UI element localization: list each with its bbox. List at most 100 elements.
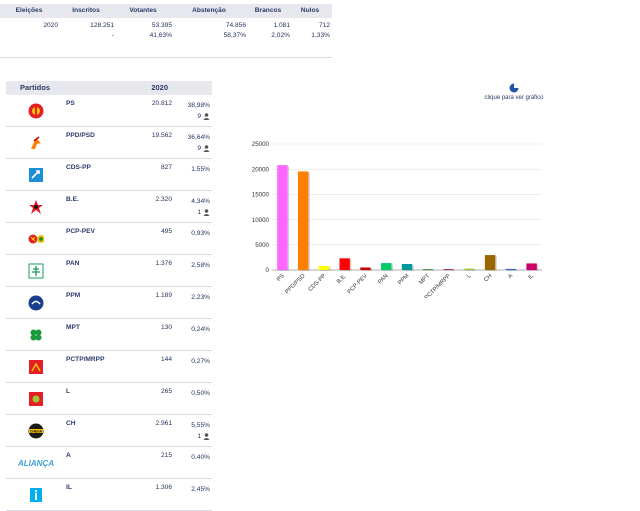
svg-text:CHEGA: CHEGA (30, 429, 43, 433)
il-logo-icon (30, 487, 42, 502)
x-tick-label: PPM (397, 273, 410, 286)
party-votes: 19.562 (151, 132, 172, 139)
bar-shadow (465, 269, 476, 271)
party-logo (6, 351, 66, 382)
be-logo-icon (29, 199, 43, 214)
party-name: A (66, 452, 71, 459)
header-brancos: Brancos (254, 7, 282, 14)
x-tick-label: CH (483, 273, 493, 283)
y-tick-label: 10000 (252, 217, 270, 224)
party-name: PCP-PEV (66, 228, 95, 235)
party-name: PS (66, 100, 75, 107)
header-inscritos: Inscritos (72, 7, 100, 14)
y-tick-label: 25000 (252, 141, 270, 148)
party-logo (6, 191, 66, 222)
party-name: PCTP/MRPP (66, 356, 105, 363)
seats: 9 (172, 143, 210, 154)
party-logo (6, 319, 66, 350)
bar-11 (505, 268, 517, 270)
chega-logo-icon: CHEGA (28, 423, 44, 438)
x-tick-label: PCP-PEV (347, 273, 369, 295)
party-rows: PS 20.812 38,98% 9 PPD/PSD 19.562 36,64% 9… (6, 95, 212, 511)
party-pct: 1,55% (191, 166, 210, 173)
header-partidos: Partidos (20, 83, 51, 92)
party-row: PAN 1.376 2,58% (6, 255, 212, 287)
bar-0 (277, 165, 288, 270)
party-pct: 38,98% 9 (172, 95, 210, 122)
ppm-logo-icon (28, 295, 44, 310)
header-votantes: Votantes (129, 7, 157, 14)
party-pct: 36,64% 9 (172, 127, 210, 154)
party-pct: 2,23% (191, 294, 210, 301)
person-icon (203, 433, 210, 440)
svg-text:ALIANÇA: ALIANÇA (17, 459, 54, 468)
party-logo (6, 255, 66, 286)
header-abstencao: Abstenção (192, 7, 226, 14)
header-nulos: Nulos (300, 7, 320, 14)
party-row: ALIANÇA A 215 0,40% (6, 447, 212, 479)
party-row: L 265 0,50% (6, 383, 212, 415)
bar-3 (339, 258, 350, 270)
parties-header: Partidos 2020 (6, 81, 212, 95)
party-logo (6, 127, 66, 158)
party-votes: 2.961 (155, 420, 172, 427)
party-row: PCTP/MRPP 144 0,27% (6, 351, 212, 383)
pctp-logo-icon (29, 359, 43, 374)
party-votes: 2.320 (155, 196, 172, 203)
x-tick-label: L (466, 273, 473, 280)
party-row: IL 1.306 2,45% (6, 479, 212, 511)
chart-link-label[interactable]: clique para ver gráfico (484, 95, 544, 101)
bar-6 (401, 264, 413, 270)
bar-shadow (507, 269, 518, 271)
x-tick-label: PAN (377, 273, 389, 285)
livre-logo-icon (29, 391, 43, 406)
party-row: PCP-PEV 495 0,93% (6, 223, 212, 255)
y-tick-label: 0 (266, 267, 270, 274)
party-name: MPT (66, 324, 80, 331)
party-logo (6, 287, 66, 318)
summary-year: 2020 (43, 22, 58, 29)
pie-chart-icon[interactable] (509, 83, 519, 93)
bar-12 (526, 263, 537, 270)
party-name: PPD/PSD (66, 132, 95, 139)
y-tick-label: 15000 (252, 192, 270, 199)
party-row: PS 20.812 38,98% 9 (6, 95, 212, 127)
party-pct: 2,45% (191, 486, 210, 493)
chart-link[interactable]: clique para ver gráfico (474, 83, 554, 101)
person-icon (203, 209, 210, 216)
seats: 1 (172, 431, 210, 442)
summary-votantes: 53.395 41,63% (149, 22, 172, 39)
y-tick-label: 5000 (255, 242, 269, 249)
party-pct: 2,58% (191, 262, 210, 269)
bar-9 (464, 268, 475, 270)
pcp-pev-logo-icon (28, 234, 44, 243)
party-logo (6, 223, 66, 254)
party-votes: 215 (160, 452, 172, 459)
party-logo (6, 95, 66, 126)
pan-logo-icon (28, 263, 44, 278)
party-row: CDS-PP 827 1,55% (6, 159, 212, 191)
party-pct: 0,50% (191, 390, 210, 397)
party-votes: 265 (160, 388, 172, 395)
party-row: PPD/PSD 19.562 36,64% 9 (6, 127, 212, 159)
bar-5 (381, 263, 392, 270)
x-tick-label: A (507, 273, 514, 280)
summary-row: 2020 128.251- 53.395 41,63% 74.856 58,37% … (0, 18, 332, 58)
x-tick-label: PPD/PSD (284, 273, 306, 295)
bar-1 (297, 171, 309, 270)
person-icon (203, 145, 210, 152)
bar-2 (318, 265, 330, 270)
party-votes: 20.812 (151, 100, 172, 107)
psd-logo-icon (31, 135, 41, 149)
party-name: L (66, 388, 71, 395)
bar-4 (360, 267, 371, 270)
x-tick-label: IL (527, 273, 535, 281)
parties-table: Partidos 2020 PS 20.812 38,98% 9 PPD/PSD … (6, 81, 212, 511)
party-name: CH (66, 420, 76, 427)
party-pct: 0,27% (191, 358, 210, 365)
party-row: CHEGA CH 2.961 5,55% 1 (6, 415, 212, 447)
party-name: PAN (66, 260, 80, 267)
party-pct: 5,55% 1 (172, 415, 210, 442)
summary-brancos: 1.081 2,02% (271, 22, 290, 39)
